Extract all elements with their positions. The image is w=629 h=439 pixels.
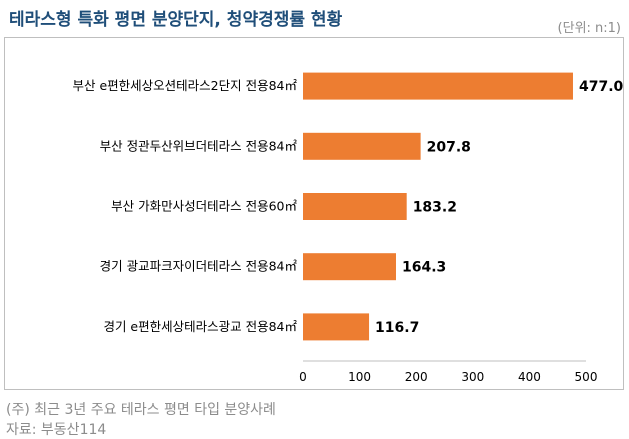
category-label-5: 경기 e편한세상테라스광교 전용84㎡	[103, 319, 297, 334]
bar-5	[303, 313, 370, 341]
bar-1	[303, 72, 573, 100]
chart-title: 테라스형 특화 평면 분양단지, 청약경쟁률 현황	[9, 10, 343, 30]
category-label-1: 부산 e편한세상오션테라스2단지 전용84㎡	[73, 78, 298, 93]
bar-chart: 부산 e편한세상오션테라스2단지 전용84㎡ 477.0 부산 정관두산위브더테라스…	[73, 72, 623, 384]
bar-3	[303, 193, 407, 220]
source-note: 자료: 부동산114	[6, 422, 107, 438]
bar-4	[303, 253, 396, 281]
x-tick-label-3: 200	[405, 370, 428, 384]
value-label-5: 116.7	[375, 320, 419, 336]
x-tick-label-1: 0	[299, 370, 307, 384]
x-tick-label-6: 500	[575, 370, 598, 384]
unit-note: (단위: n:1)	[557, 21, 621, 36]
category-label-3: 부산 가화만사성더테라스 전용60㎡	[111, 199, 297, 214]
x-tick-label-2: 100	[348, 370, 371, 384]
bar-2	[303, 132, 421, 160]
value-label-1: 477.0	[579, 79, 623, 95]
category-label-2: 부산 정관두산위브더테라스 전용84㎡	[100, 138, 298, 153]
x-tick-label-4: 300	[461, 370, 484, 384]
chart-area: 부산 e편한세상오션테라스2단지 전용84㎡ 477.0 부산 정관두산위브더테라스…	[4, 37, 624, 390]
footnote: (주) 최근 3년 주요 테라스 평면 타입 분양사례	[6, 402, 276, 418]
value-label-3: 183.2	[413, 200, 457, 216]
value-label-2: 207.8	[427, 139, 471, 155]
category-label-4: 경기 광교파크자이더테라스 전용84㎡	[100, 259, 298, 274]
x-tick-label-5: 400	[518, 370, 541, 384]
value-label-4: 164.3	[402, 260, 446, 276]
